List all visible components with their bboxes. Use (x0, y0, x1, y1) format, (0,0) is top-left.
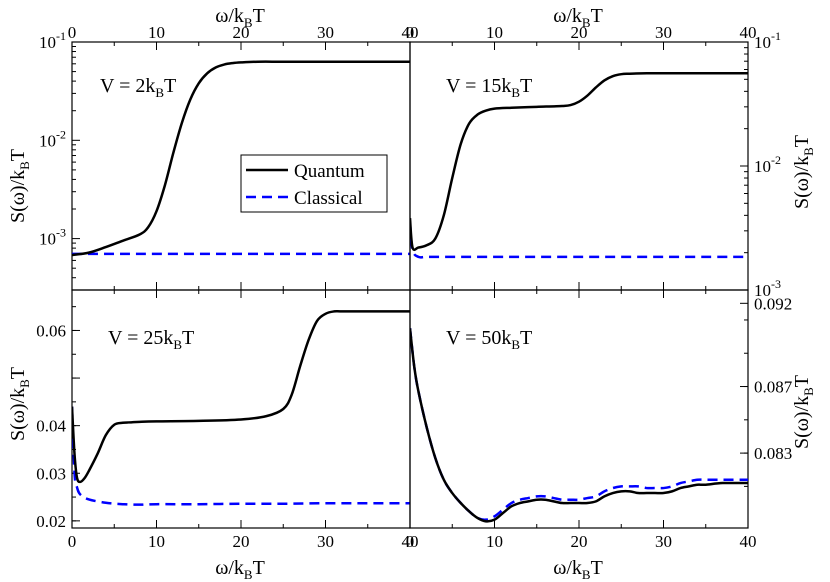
top-right-x-axis-label: ω/kBT (553, 5, 603, 30)
series-line-quantum-top-left (72, 60, 410, 257)
top-right-y-axis-label: S(ω)/kBT (791, 135, 816, 209)
top-left-y-axis-label: S(ω)/kBT (7, 149, 32, 223)
series-line-classical-top-right (410, 222, 748, 259)
panel-annotation-top-left: V = 2kBT (100, 75, 176, 100)
y-tick-label: 0.083 (754, 444, 792, 463)
x-tick-label: 40 (402, 532, 419, 551)
y-tick-label: 0.06 (36, 321, 66, 340)
y-tick-label: 10-3 (754, 277, 781, 300)
x-tick-label: 40 (740, 23, 757, 42)
y-tick-label: 10-2 (39, 127, 66, 150)
legend: Quantum Classical (240, 154, 388, 213)
series-line-quantum-top-right (410, 71, 748, 252)
legend-label-classical: Classical (294, 188, 363, 209)
x-tick-label: 40 (740, 532, 757, 551)
x-tick-label: 40 (402, 23, 419, 42)
top-left-x-axis-label: ω/kBT (215, 5, 265, 30)
panel-annotation-top-right: V = 15kBT (446, 75, 532, 100)
bottom-left-x-axis-label: ω/kBT (215, 557, 265, 582)
y-tick-label: 0.04 (36, 417, 66, 436)
y-tick-label: 0.03 (36, 464, 66, 483)
x-tick-label: 30 (317, 532, 334, 551)
y-tick-label: 0.092 (754, 294, 792, 313)
panel-bottom-right: 0 10 20 30 40 0.083 0.087 0.092 (406, 289, 793, 551)
panel-bottom-left: 0 10 20 30 40 0.02 0.03 0.04 0.06 (36, 289, 419, 551)
x-tick-label: 0 (406, 532, 415, 551)
series-line-classical-bottom-right (410, 328, 748, 521)
series-line-quantum-bottom-right (410, 328, 748, 523)
x-tick-label: 0 (68, 532, 77, 551)
series-line-quantum-bottom-left (72, 309, 410, 484)
y-tick-label: 0.087 (754, 378, 793, 397)
y-tick-label: 10-1 (754, 29, 781, 52)
x-tick-label: 20 (233, 23, 250, 42)
x-tick-label: 10 (486, 23, 503, 42)
y-tick-label: 10-1 (39, 29, 66, 52)
x-tick-label: 30 (317, 23, 334, 42)
x-tick-label: 10 (148, 23, 165, 42)
x-tick-label: 30 (655, 23, 672, 42)
bottom-right-y-axis-label: S(ω)/kBT (791, 375, 816, 449)
x-tick-label: 20 (233, 532, 250, 551)
x-tick-label: 20 (571, 23, 588, 42)
x-tick-label: 30 (655, 532, 672, 551)
x-tick-label: 10 (148, 532, 165, 551)
bottom-right-x-axis-label: ω/kBT (553, 557, 603, 582)
y-tick-label: 10-2 (754, 153, 781, 176)
x-tick-label: 0 (406, 23, 415, 42)
panel-annotation-bottom-right: V = 50kBT (446, 327, 532, 352)
x-tick-label: 0 (68, 23, 77, 42)
legend-label-quantum: Quantum (294, 161, 365, 182)
x-tick-label: 10 (486, 532, 503, 551)
plot-frame-bottom-right (409, 289, 749, 529)
x-tick-label: 20 (571, 532, 588, 551)
y-tick-label: 0.02 (36, 512, 66, 531)
panel-annotation-bottom-left: V = 25kBT (108, 327, 194, 352)
series-line-classical-bottom-left (72, 406, 410, 506)
plot-frame-bottom-left (71, 289, 411, 529)
legend-box (240, 154, 388, 213)
y-tick-label: 10-3 (39, 226, 66, 249)
bottom-left-y-axis-label: S(ω)/kBT (7, 367, 32, 441)
panel-top-right: 0 10 20 30 40 10-3 10-2 10-1 (406, 23, 781, 300)
